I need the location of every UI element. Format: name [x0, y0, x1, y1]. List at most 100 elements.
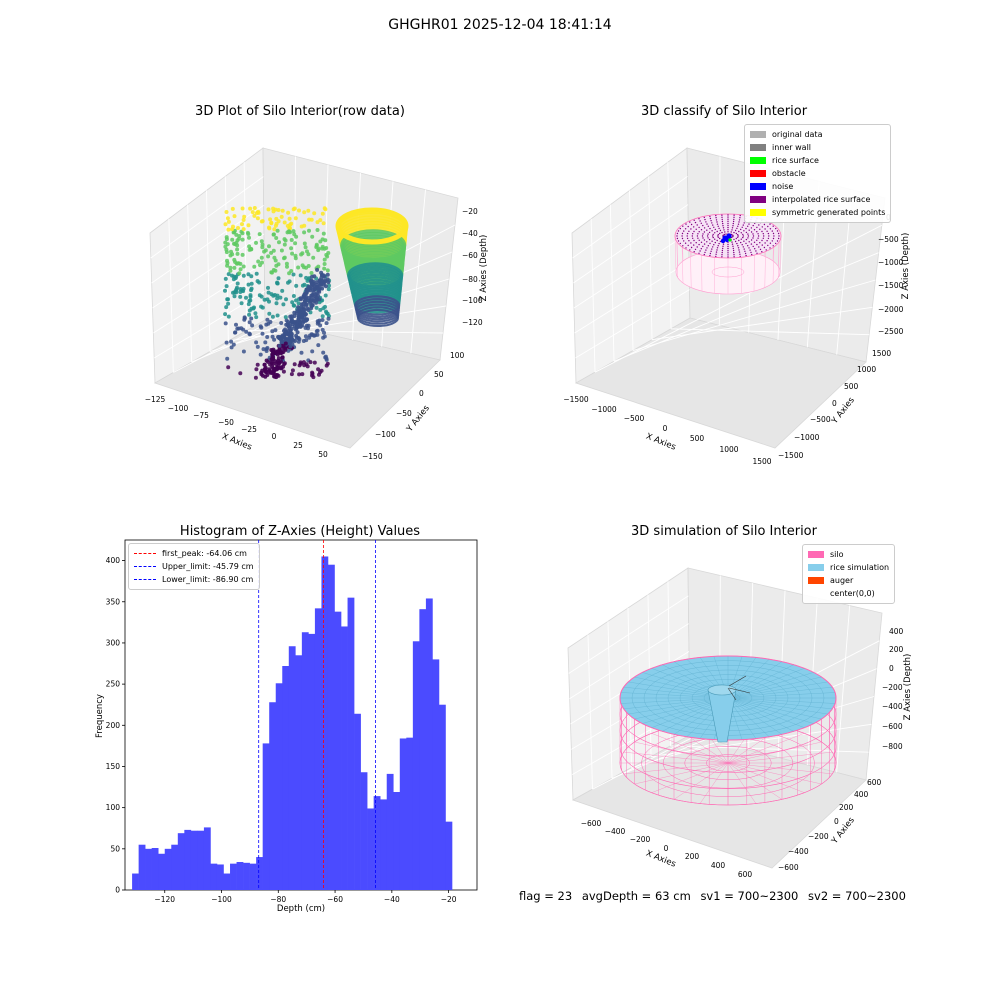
histogram-bar: [301, 632, 309, 890]
plot4-xtick: 400: [711, 861, 726, 870]
histogram-bar: [432, 659, 440, 890]
histogram-bar: [249, 863, 257, 890]
plot1-ytick: 100: [450, 351, 465, 360]
plot2-ztick: −1500: [878, 281, 904, 290]
plot4-ytick: 400: [854, 790, 869, 799]
plot3-legend: first_peak: -64.06 cm Upper_limit: -45.7…: [128, 543, 260, 590]
histogram-bar: [282, 666, 290, 890]
plot1-ytick: −100: [375, 430, 396, 439]
histogram-bar: [177, 833, 185, 890]
plot1-points: [223, 206, 409, 380]
x-tick-label: −120: [154, 895, 175, 904]
legend-item-original-data: original data: [750, 128, 885, 141]
histogram-bar: [406, 737, 414, 890]
legend-item-inner-wall: inner wall: [750, 141, 885, 154]
plot1-ztick: −80: [462, 275, 478, 284]
plot4-title: 3D simulation of Silo Interior: [631, 524, 817, 539]
plot2-xtick: 0: [663, 424, 668, 433]
plot2-ytick: 1000: [857, 365, 876, 374]
histogram-bar: [347, 597, 355, 890]
histogram-bar: [341, 626, 348, 890]
plot1-ztick: −100: [462, 296, 483, 305]
x-tick-label: −60: [327, 895, 343, 904]
plot2-ytick: −1000: [794, 433, 820, 442]
plot4-ztick: −800: [882, 742, 903, 751]
legend-item-rice-surface: rice surface: [750, 154, 885, 167]
histogram-bar: [295, 655, 303, 890]
histogram-bar: [210, 863, 218, 890]
plot2-xtick: 500: [690, 434, 705, 443]
plot4-zlabel: Z Axies (Depth): [903, 654, 913, 721]
legend-item-obstacle: obstacle: [750, 167, 885, 180]
flag-value: flag = 23: [519, 889, 573, 903]
histogram-bar: [262, 743, 270, 890]
plot2-ytick: −1500: [778, 451, 804, 460]
sv2-value: sv2 = 700~2300: [808, 889, 906, 903]
plot1-xtick: 0: [272, 432, 277, 441]
y-tick-label: 100: [106, 803, 121, 812]
plot2-legend: original data inner wall rice surface ob…: [744, 124, 892, 223]
plot4-ztick: 400: [889, 627, 904, 636]
plot2-xtick: −500: [624, 414, 645, 423]
plot4-xlabel: X Axies: [644, 849, 677, 870]
plot3-title: Histogram of Z-Axies (Height) Values: [179, 524, 421, 539]
histogram-bar: [151, 848, 159, 890]
plot3-yticks: 0 50 100 150 200 250 300 350 400: [106, 556, 125, 895]
plot3-xlabel: Depth (cm): [277, 904, 325, 914]
histogram-bar: [269, 702, 277, 890]
histogram-bar: [190, 830, 198, 890]
histogram-bar: [171, 844, 179, 890]
legend-item-auger: auger: [808, 574, 889, 587]
plot2-xtick: −1000: [591, 405, 617, 414]
plot1-ytick: −150: [362, 452, 383, 461]
y-tick-label: 400: [106, 556, 121, 565]
plot2-xtick: −1500: [563, 395, 589, 404]
plot4-ztick: 0: [889, 664, 894, 673]
plot2-xtick: 1000: [719, 445, 738, 454]
plot4-xtick: 600: [738, 870, 753, 879]
plot4-ytick: −400: [788, 847, 809, 856]
plot2-ytick: 0: [832, 399, 837, 408]
y-tick-label: 150: [106, 762, 121, 771]
plot1-ztick: −40: [462, 229, 478, 238]
histogram-bar: [184, 829, 192, 890]
legend-item-first-peak: first_peak: -64.06 cm: [134, 547, 254, 560]
plot1-ztick: −20: [462, 207, 478, 216]
histogram-bar: [243, 862, 250, 890]
plot4-legend: silo rice simulation auger center(0,0): [802, 544, 896, 604]
histogram-bar: [425, 598, 433, 890]
figure-title: GHGHR01 2025-12-04 18:41:14: [388, 17, 612, 33]
plot1-ytick: 0: [419, 389, 424, 398]
plot2-interpolated-surface: [676, 214, 780, 258]
plot2-ytick: 1500: [872, 349, 891, 358]
x-tick-label: −40: [384, 895, 400, 904]
y-tick-label: 0: [115, 886, 120, 895]
legend-item-silo: silo: [808, 548, 889, 561]
x-tick-label: −80: [270, 895, 286, 904]
plot2-xtick: 1500: [752, 457, 771, 466]
plot1-ytick: 50: [434, 370, 444, 379]
histogram-bar: [197, 830, 205, 890]
histogram-bar: [360, 772, 368, 890]
histogram-bar: [288, 646, 296, 890]
histogram-bar: [386, 773, 394, 890]
plot4-xtick: −200: [630, 835, 651, 844]
plot2-ztick: −500: [878, 235, 899, 244]
plot2-ytick: 500: [844, 382, 859, 391]
legend-item-noise: noise: [750, 180, 885, 193]
y-tick-label: 200: [106, 721, 121, 730]
plot1-ytick: −50: [396, 409, 412, 418]
histogram-bar: [203, 827, 211, 890]
plot1-xtick: −75: [193, 411, 209, 420]
histogram-bar: [373, 796, 381, 890]
plot1-xtick: 50: [318, 450, 328, 459]
histogram-bar: [334, 611, 342, 890]
legend-item-lower-limit: Lower_limit: -86.90 cm: [134, 573, 254, 586]
histogram-bar: [438, 704, 446, 890]
status-line: flag = 23 avgDepth = 63 cm sv1 = 700~230…: [519, 889, 912, 903]
histogram-bar: [275, 683, 283, 890]
legend-item-upper-limit: Upper_limit: -45.79 cm: [134, 560, 254, 573]
